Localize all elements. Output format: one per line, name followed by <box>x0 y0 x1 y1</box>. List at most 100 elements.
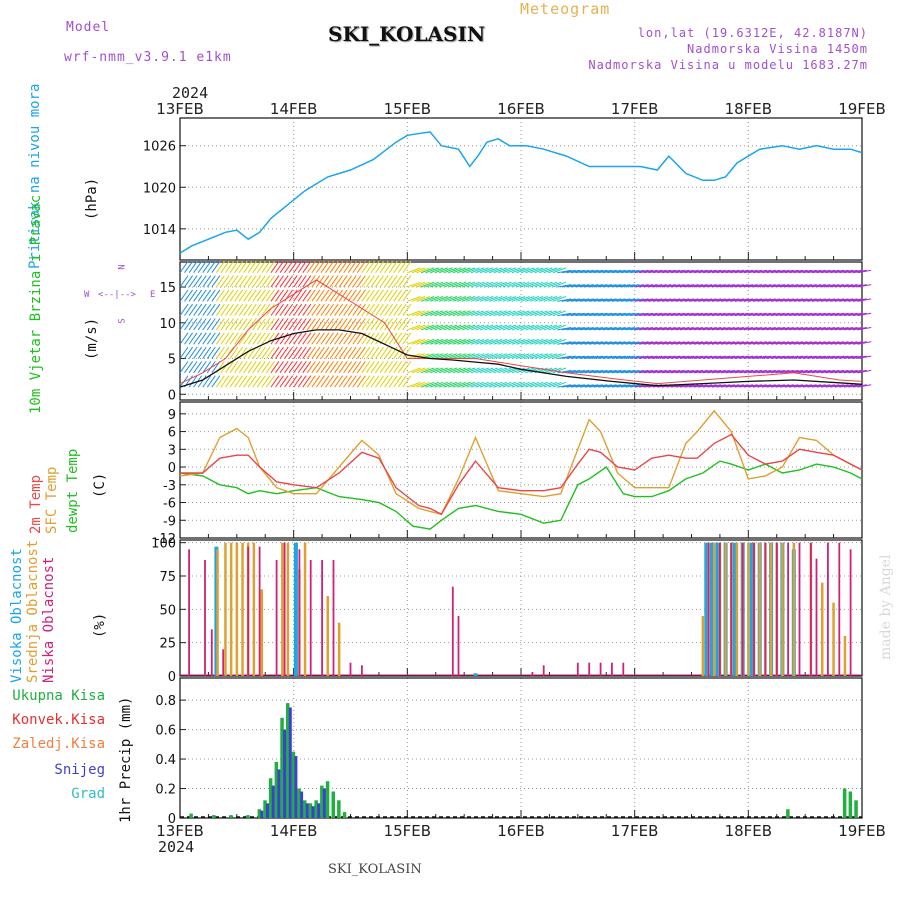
wind-barb <box>489 338 503 345</box>
wind-barb <box>739 327 754 331</box>
wind-barb <box>502 338 517 345</box>
wind-barb <box>511 281 526 288</box>
wind-barb <box>520 267 535 274</box>
wind-barb <box>511 324 526 331</box>
wind-barb <box>229 318 239 331</box>
wind-barb <box>388 289 398 302</box>
wind-barb <box>648 284 663 288</box>
ytick-label: 0.4 <box>155 753 176 768</box>
wind-barb <box>215 346 225 359</box>
wind-barb <box>602 355 617 360</box>
xtick-label-bottom: 19FEB <box>838 822 885 840</box>
precip-snow-bar <box>294 756 298 818</box>
ytick-label: 10 <box>159 317 176 332</box>
wind-barb <box>857 327 872 331</box>
wind-barb <box>657 298 672 302</box>
wind-barb <box>561 284 576 288</box>
wind-barb <box>689 284 704 288</box>
wind-barb <box>347 303 357 316</box>
wind-barb <box>770 327 785 331</box>
wind-barb <box>247 261 257 274</box>
wind-barb <box>525 310 539 317</box>
wind-barb <box>256 318 266 331</box>
wind-barb <box>602 341 617 345</box>
wind-barb <box>525 338 539 345</box>
wind-barb <box>516 281 530 288</box>
wind-barb <box>816 269 831 274</box>
wind-barb <box>529 338 544 345</box>
wind-barb <box>229 289 239 302</box>
wind-barb <box>270 361 280 374</box>
wind-barb <box>684 355 699 360</box>
wind-barb <box>543 381 558 388</box>
wind-barb <box>802 312 817 317</box>
wind-barb <box>652 312 667 317</box>
wind-barb <box>416 324 430 331</box>
wind-barb <box>825 341 840 345</box>
wind-barb <box>361 332 371 345</box>
wind-barb <box>702 341 717 345</box>
wind-barb <box>607 298 622 302</box>
wind-barb <box>288 361 298 374</box>
wind-barb <box>798 327 813 331</box>
wind-barb <box>561 269 576 274</box>
wind-barb <box>306 375 316 388</box>
wind-barb <box>215 318 225 331</box>
wind-barb <box>730 327 744 331</box>
wind-barb <box>452 281 467 288</box>
wind-barb <box>279 346 289 359</box>
wind-barb <box>202 332 212 345</box>
wind-barb <box>484 367 498 374</box>
wind-barb <box>743 327 758 331</box>
panel-temperature: -12 -9 -6 -3 0 3 6 9 <box>155 401 863 547</box>
wind-barb <box>247 332 257 345</box>
wind-barb <box>193 346 203 359</box>
wind-barb <box>225 332 234 345</box>
wind-barb <box>270 332 280 345</box>
wind-barb <box>429 310 444 317</box>
wind-barb <box>575 312 590 317</box>
altitude-label: Nadmorska Visina 1450m <box>687 42 868 56</box>
wind-barb <box>315 361 325 374</box>
wind-barb <box>452 367 467 374</box>
wind-barb <box>575 327 590 331</box>
wind-barb <box>711 269 726 274</box>
wind-barb <box>493 381 508 388</box>
wind-barb <box>261 375 271 388</box>
wind-barb <box>516 267 530 274</box>
wind-barb <box>798 269 813 274</box>
wind-barb <box>566 384 581 388</box>
precip-total-bar <box>268 778 273 818</box>
wind-barb <box>402 375 412 388</box>
wind-barb <box>684 369 699 374</box>
wind-barb <box>643 369 658 374</box>
wind-barb <box>775 298 790 302</box>
wind-barb <box>570 269 585 274</box>
wind-barb <box>498 381 512 388</box>
wind-barb <box>452 353 467 359</box>
wind-barb <box>816 312 831 317</box>
wind-barb <box>657 327 672 331</box>
wind-barb <box>293 303 303 316</box>
cloud-low-bar <box>838 542 841 676</box>
wind-barb <box>498 367 512 374</box>
wind-barb <box>502 267 517 274</box>
legend-convective-rain: Konvek.Kisa <box>12 712 105 728</box>
wind-barb <box>315 275 325 288</box>
cloud-low-bar <box>810 542 812 676</box>
wind-barb <box>188 318 198 331</box>
wind-barb <box>775 284 790 288</box>
cloud-low-bar <box>222 649 225 676</box>
wind-barb <box>202 275 212 288</box>
wind-barb <box>297 289 307 302</box>
wind-barb <box>630 312 644 317</box>
wind-barb <box>720 284 735 288</box>
wind-barb <box>611 341 626 345</box>
wind-barb <box>661 312 676 317</box>
wind-barb <box>611 269 626 274</box>
wind-barb <box>384 375 394 388</box>
wind-barb <box>657 312 672 317</box>
wind-barb <box>834 327 849 331</box>
wind-barb <box>489 267 503 274</box>
wind-barb <box>630 327 644 331</box>
